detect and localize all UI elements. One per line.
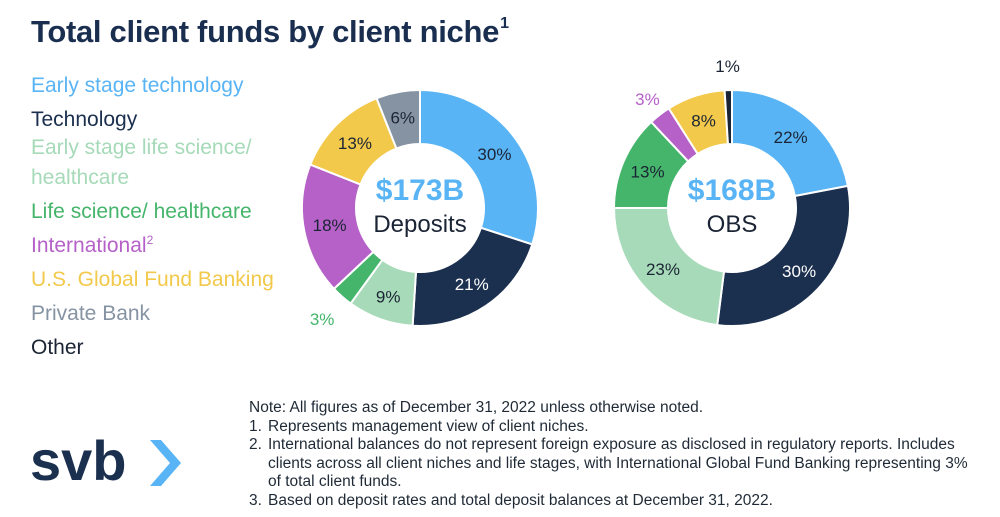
chart-title-footnote: 1 xyxy=(500,15,509,32)
slice-data-label: 3% xyxy=(310,310,335,329)
slice-technology xyxy=(411,226,534,327)
donut-chart-deposits: 30% 21% 9% 3% 18% 13% 6% $173B Deposits xyxy=(301,88,539,329)
donut-charts: 30% 21% 9% 3% 18% 13% 6% $173B Deposits 22% 30% 23%… xyxy=(301,57,851,329)
chart-title-text: Total client funds by client niche xyxy=(31,14,500,49)
slice-early-stage-life-science-healthcare xyxy=(612,207,726,327)
footnotes: Note: All figures as of December 31, 202… xyxy=(249,399,969,510)
note-text: Represents management view of client nic… xyxy=(268,417,589,435)
slice-data-label: 3% xyxy=(635,90,660,109)
slice-private-bank xyxy=(375,88,421,150)
slice-data-label: 30% xyxy=(477,145,511,164)
legend-label: Early stage life science/ healthcare xyxy=(31,136,252,189)
slice-data-label: 22% xyxy=(774,128,808,147)
legend-item-early-stage-life-science: Early stage life science/ healthcare xyxy=(31,136,301,190)
slice-data-label: 18% xyxy=(313,216,347,235)
legend-footnote: 2 xyxy=(146,233,154,247)
center-label: Deposits xyxy=(373,211,466,238)
slice-data-label: 1% xyxy=(715,57,740,76)
legend-label: International xyxy=(31,234,147,257)
note-item: 1. Represents management view of client … xyxy=(249,418,969,437)
slice-data-label: 30% xyxy=(782,262,816,281)
center-value: $168B xyxy=(688,174,776,207)
legend-label: Private Bank xyxy=(31,302,151,325)
legend-label: Technology xyxy=(31,108,138,131)
slice-data-label: 21% xyxy=(455,275,489,294)
legend-item-technology: Technology xyxy=(31,102,301,132)
note-number: 2. xyxy=(249,436,262,453)
slice-data-label: 6% xyxy=(390,109,415,128)
center-label: OBS xyxy=(707,211,758,238)
slice-other xyxy=(723,88,733,146)
svb-logo: svb xyxy=(30,430,181,492)
legend-label: Early stage technology xyxy=(31,74,244,97)
legend-item-life-science: Life science/ healthcare xyxy=(31,194,301,224)
note-text: Based on deposit rates and total deposit… xyxy=(268,491,773,509)
slice-early-stage-technology xyxy=(419,88,539,246)
legend-item-international: International2 xyxy=(31,228,301,258)
note-intro: Note: All figures as of December 31, 202… xyxy=(249,399,704,416)
svb-logo-text: svb xyxy=(30,430,127,492)
chart-title: Total client funds by client niche1 xyxy=(31,14,509,50)
note-item: 3. Based on deposit rates and total depo… xyxy=(249,492,969,511)
note-item: 2. International balances do not represe… xyxy=(249,436,969,492)
legend-item-early-stage-technology: Early stage technology xyxy=(31,68,301,98)
slice-data-label: 9% xyxy=(376,287,401,306)
legend-label: Other xyxy=(31,336,84,359)
legend-label: U.S. Global Fund Banking xyxy=(31,268,274,291)
slice-technology xyxy=(716,184,851,327)
note-number: 3. xyxy=(249,491,262,509)
slice-data-label: 23% xyxy=(646,260,680,279)
note-number: 1. xyxy=(249,417,262,435)
legend-item-private-bank: Private Bank xyxy=(31,296,301,326)
legend-label: Life science/ healthcare xyxy=(31,200,252,223)
slice-data-label: 8% xyxy=(691,112,716,131)
note-text: International balances do not represent … xyxy=(268,436,968,490)
donut-chart-obs: 22% 30% 23% 13% 3% 8% 1% $168B OBS xyxy=(612,57,851,327)
legend-item-other: Other xyxy=(31,330,301,360)
slice-data-label: 13% xyxy=(338,134,372,153)
slice-early-stage-technology xyxy=(731,88,850,198)
chevron-right-icon xyxy=(150,440,181,486)
center-value: $173B xyxy=(376,174,464,207)
slice-data-label: 13% xyxy=(631,162,665,181)
legend-item-us-global-fund-banking: U.S. Global Fund Banking xyxy=(31,262,301,292)
legend: Early stage technology Technology Early … xyxy=(31,68,301,364)
